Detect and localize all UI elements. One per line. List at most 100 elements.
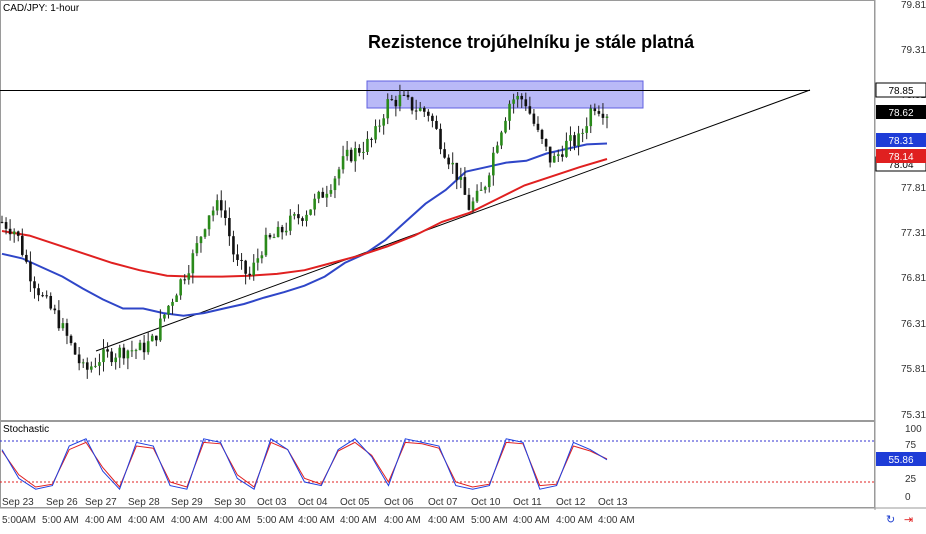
candle	[41, 292, 44, 298]
candle	[394, 95, 398, 117]
stochastic-pane[interactable]	[0, 421, 875, 508]
candle	[414, 99, 418, 120]
candle	[459, 167, 463, 189]
price-tick: 75.81	[901, 364, 926, 375]
candle	[154, 335, 158, 347]
candle	[228, 207, 231, 246]
date-label: Oct 10	[471, 497, 501, 508]
candle	[605, 113, 609, 129]
candle	[398, 84, 402, 112]
candle	[126, 349, 130, 370]
price-tick: 77.81	[901, 183, 926, 194]
time-label: 4:00 AM	[598, 515, 635, 526]
arrow-right-icon[interactable]: ⇥	[904, 513, 914, 526]
candle	[16, 230, 20, 242]
candle	[569, 126, 572, 152]
candle	[589, 104, 593, 134]
date-label: Oct 06	[384, 497, 414, 508]
candle	[418, 101, 422, 112]
candle	[487, 172, 491, 193]
date-label: Oct 03	[257, 497, 287, 508]
date-label: Oct 04	[298, 497, 328, 508]
candle	[483, 185, 487, 194]
candle	[81, 358, 85, 368]
candles	[0, 84, 609, 379]
candle	[102, 339, 105, 372]
candle	[4, 217, 8, 235]
candle	[410, 96, 414, 115]
time-label: 4:00 AM	[298, 515, 335, 526]
svg-text:78.14: 78.14	[888, 152, 913, 163]
candle	[552, 152, 556, 163]
candle	[57, 300, 61, 331]
candle	[378, 119, 381, 133]
candle	[427, 109, 430, 122]
sync-icon[interactable]: ↻	[886, 513, 896, 526]
candle	[321, 187, 325, 198]
candle	[130, 340, 134, 357]
candle	[556, 149, 560, 162]
indicator-name: Stochastic	[3, 424, 49, 435]
candle	[146, 331, 150, 355]
candle	[593, 103, 597, 116]
candle	[61, 317, 65, 331]
price-tick: 79.31	[901, 45, 926, 56]
time-label: 4:00 AM	[556, 515, 593, 526]
candle	[150, 333, 154, 342]
candle	[366, 131, 369, 155]
candle	[467, 188, 471, 211]
date-label: Oct 13	[598, 497, 628, 508]
candle	[167, 305, 170, 319]
time-axis[interactable]: Sep 23 Sep 26 Sep 27 Sep 28 Sep 29 Sep 3…	[2, 497, 635, 526]
candle	[333, 175, 337, 199]
candle	[532, 109, 536, 127]
candle	[183, 274, 187, 285]
date-label: Oct 11	[513, 497, 542, 508]
candle	[280, 224, 284, 240]
candle	[581, 128, 584, 143]
candle	[504, 117, 507, 134]
candle	[358, 144, 361, 157]
candle	[288, 209, 292, 236]
candle	[163, 314, 166, 322]
price-axis[interactable]: 79.81 79.31 78.81 77.81 77.31 76.81 76.3…	[901, 0, 926, 421]
blue-moving-average	[1, 142, 608, 317]
stoch-tick: 75	[905, 440, 917, 451]
candle	[402, 90, 406, 96]
date-label: Sep 29	[171, 497, 203, 508]
red-moving-average	[1, 158, 608, 278]
candle	[597, 105, 601, 117]
candle	[240, 253, 243, 270]
candle	[236, 244, 239, 266]
candle	[203, 228, 207, 239]
candle	[211, 206, 215, 222]
time-label: 4:00 AM	[384, 515, 421, 526]
candle	[471, 197, 475, 214]
time-label: AM	[21, 515, 36, 526]
candle	[134, 348, 138, 359]
candle	[390, 94, 394, 101]
candle	[362, 141, 365, 160]
time-label: 4:00 AM	[513, 515, 550, 526]
ascending-trendline	[95, 89, 811, 352]
candle	[199, 236, 203, 253]
candle	[0, 215, 4, 224]
candle	[187, 265, 191, 285]
price-pane[interactable]	[0, 0, 875, 421]
candle	[512, 93, 515, 114]
candle	[422, 106, 426, 118]
price-tick: 76.81	[901, 273, 926, 284]
candle	[313, 193, 316, 216]
price-tick: 76.31	[901, 319, 926, 330]
candle	[349, 147, 353, 163]
candle	[353, 141, 357, 172]
candle	[382, 114, 385, 135]
time-label: 5:00 AM	[42, 515, 79, 526]
chart-annotation: Rezistence trojúhelníku je stále platná	[368, 32, 695, 52]
candle	[297, 204, 300, 225]
price-tag-last: 78.62	[876, 105, 926, 119]
candle	[45, 290, 48, 299]
candle	[475, 184, 479, 203]
candle	[439, 123, 442, 155]
